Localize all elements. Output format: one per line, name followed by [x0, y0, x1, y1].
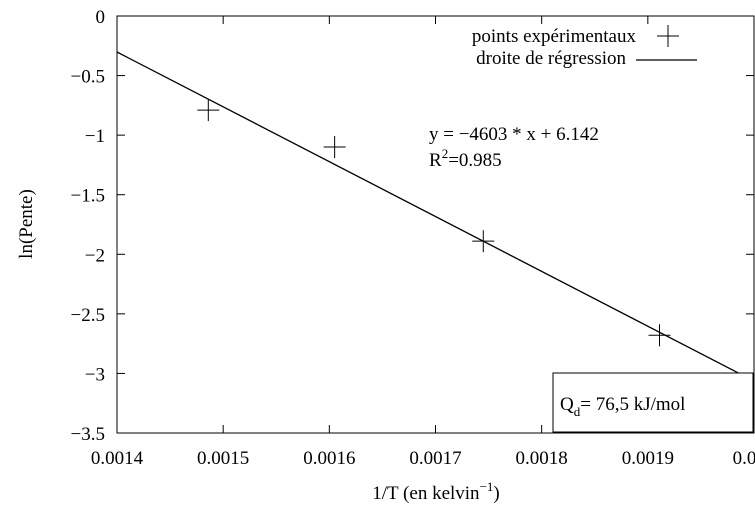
qd-label: Qd= 76,5 kJ/mol [560, 394, 685, 419]
x-tick-label: 0.0017 [409, 448, 461, 469]
y-tick-label: −3 [85, 364, 105, 385]
data-point [472, 230, 495, 253]
x-axis-label: 1/T (en kelvin−1) [372, 479, 499, 504]
x-tick-label: 0.0019 [622, 448, 674, 469]
y-tick-label: −2 [85, 245, 105, 266]
x-tick-label: 0.0018 [516, 448, 568, 469]
data-layer [116, 51, 755, 382]
y-tick-label: −2.5 [71, 305, 105, 326]
y-tick-label: −3.5 [71, 424, 105, 445]
y-tick-label: −1 [85, 126, 105, 147]
x-tick-label: 0.0014 [91, 448, 144, 469]
plot-frame [116, 15, 755, 434]
x-tick-label: 0.0015 [197, 448, 249, 469]
data-point [197, 99, 220, 122]
qd-box: Qd= 76,5 kJ/mol [552, 372, 754, 433]
y-tick-label: 0 [96, 7, 106, 28]
regression-equation: y = −4603 * x + 6.142 [429, 124, 599, 145]
x-tick-label: 0.002 [733, 448, 755, 469]
regression-line [116, 51, 755, 382]
ticks-layer: 0.0014 0.0015 0.0016 0.0017 0.0018 0.0019 0.0 0… [71, 7, 755, 469]
legend-label-line: droite de régression [476, 48, 626, 69]
r-squared: R2=0.985 [429, 146, 502, 171]
data-point [648, 324, 671, 347]
y-axis-label: ln(Pente) [16, 189, 37, 259]
legend-marker-plus [657, 25, 679, 47]
x-tick-label: 0.0016 [303, 448, 355, 469]
legend-label-points: points expérimentaux [472, 26, 637, 47]
legend: points expérimentaux droite de régressio… [472, 25, 697, 69]
y-tick-label: −0.5 [71, 67, 105, 88]
y-tick-label: −1.5 [71, 186, 105, 207]
data-point [323, 136, 346, 159]
